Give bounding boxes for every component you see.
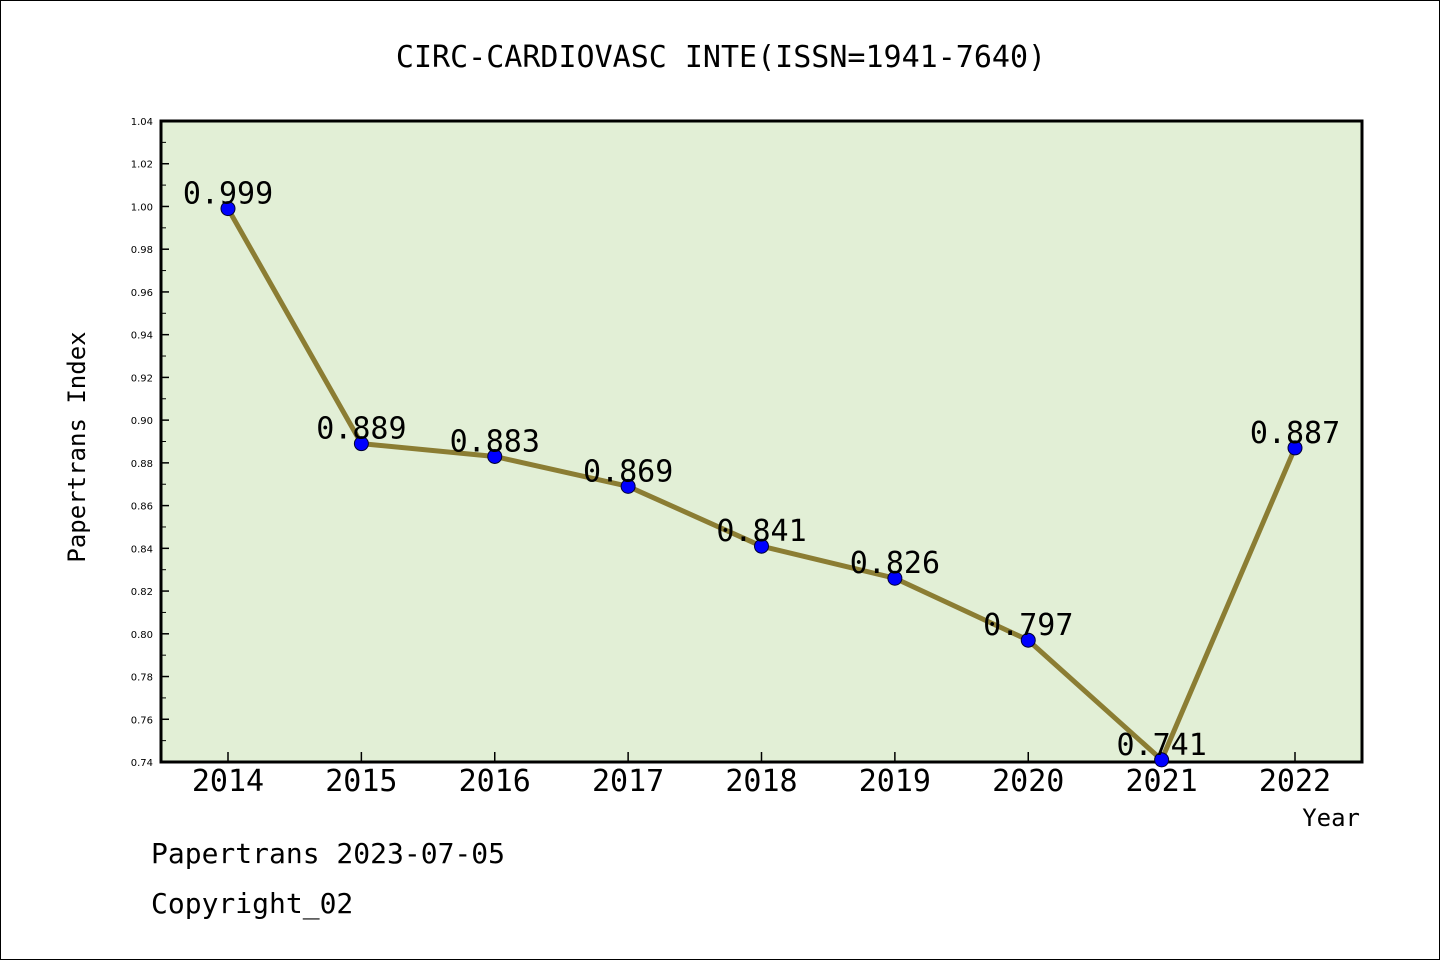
y-axis-label: Papertrans Index <box>63 331 91 562</box>
x-tick-label: 2018 <box>725 764 797 799</box>
y-axis: 0.74 0.76 0.78 0.80 0.82 0.84 0.86 0.88 0.90 0.92… <box>131 117 169 769</box>
x-tick-label: 2022 <box>1259 764 1331 799</box>
data-point <box>1020 632 1036 648</box>
data-point <box>620 478 636 494</box>
y-tick-label: 1.04 <box>131 117 153 128</box>
y-tick-label: 0.94 <box>131 331 153 342</box>
y-tick-label: 0.88 <box>131 459 153 470</box>
data-point <box>487 448 503 464</box>
data-label: 0.869 <box>583 454 673 489</box>
x-tick-label: 2021 <box>1126 764 1198 799</box>
x-tick-label: 2020 <box>992 764 1064 799</box>
y-tick-label: 0.78 <box>131 673 153 684</box>
x-tick-label: 2016 <box>459 764 531 799</box>
data-label: 0.999 <box>183 177 273 212</box>
y-tick-label: 1.02 <box>131 160 153 171</box>
data-label: 0.889 <box>316 412 406 447</box>
y-tick-label: 0.80 <box>131 630 153 641</box>
data-label: 0.797 <box>983 608 1073 643</box>
y-tick-label: 0.90 <box>131 416 153 427</box>
chart-title: CIRC-CARDIOVASC INTE(ISSN=1941-7640) <box>396 40 1046 75</box>
y-tick-label: 1.00 <box>131 202 153 213</box>
data-label: 0.883 <box>450 424 540 459</box>
x-axis-label: Year <box>1302 804 1360 832</box>
y-tick-label: 0.74 <box>131 758 153 769</box>
y-tick-label: 0.84 <box>131 544 153 555</box>
footer-copyright: Copyright_02 <box>151 887 354 920</box>
data-label: 0.826 <box>850 546 940 581</box>
data-labels: 0.999 0.889 0.883 0.869 0.841 0.826 0.797 0.741… <box>183 177 1340 763</box>
x-tick-label: 2017 <box>592 764 664 799</box>
y-tick-label: 0.96 <box>131 288 153 299</box>
y-tick-label: 0.92 <box>131 373 153 384</box>
x-tick-label: 2014 <box>192 764 264 799</box>
data-point <box>1287 440 1303 456</box>
data-point <box>887 570 903 586</box>
data-point <box>754 538 769 554</box>
y-tick-label: 0.98 <box>131 245 153 256</box>
x-axis: 2014 2015 2016 2017 2018 2019 2020 2021 2022 <box>192 752 1331 799</box>
data-point <box>1154 752 1170 768</box>
data-markers <box>220 201 1303 768</box>
y-tick-label: 0.82 <box>131 587 153 598</box>
y-tick-label: 0.76 <box>131 715 153 726</box>
footer-source: Papertrans 2023-07-05 <box>151 837 506 870</box>
data-label: 0.887 <box>1250 416 1340 451</box>
x-tick-label: 2015 <box>325 764 397 799</box>
data-label: 0.841 <box>716 514 806 549</box>
x-tick-label: 2019 <box>859 764 931 799</box>
y-tick-label: 0.86 <box>131 502 153 513</box>
data-label: 0.741 <box>1116 728 1206 763</box>
data-point <box>220 201 236 217</box>
data-point <box>353 436 369 452</box>
